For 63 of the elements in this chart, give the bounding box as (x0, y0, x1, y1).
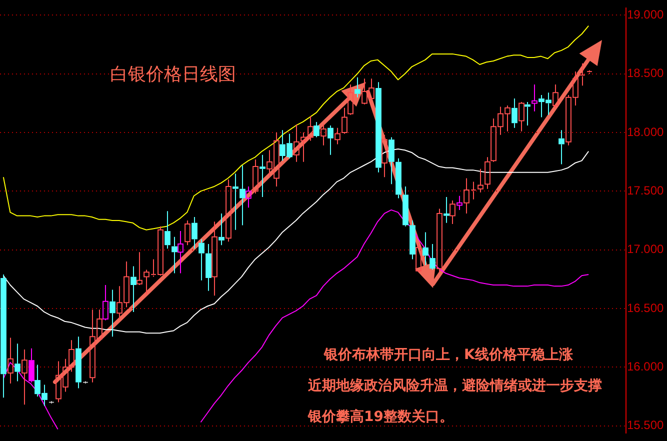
candlestick (172, 236, 178, 274)
annotation: 近期地缘政治风险升温，避险情绪或进一步支撑 (308, 377, 602, 396)
candlestick (342, 107, 348, 134)
candlestick (478, 168, 484, 193)
candlestick (294, 124, 300, 162)
y-tick-label: 17.000 (627, 242, 664, 256)
candlestick (28, 348, 34, 383)
candlestick (450, 200, 456, 225)
candlestick (558, 130, 564, 165)
candlestick (252, 159, 258, 194)
candlestick (212, 221, 218, 296)
candlestick (580, 62, 586, 86)
y-tick-label: 15.500 (627, 418, 664, 432)
candlestick (0, 274, 6, 398)
y-tick-label: 19.000 (627, 8, 664, 22)
candlestick (240, 164, 246, 226)
candlestick (484, 156, 490, 190)
candlestick (314, 121, 320, 138)
annotation: 银价攀高19整数关口。 (308, 408, 454, 427)
candlestick (532, 84, 538, 112)
candlestick (178, 230, 184, 274)
candlestick (512, 98, 518, 128)
candlestick (382, 134, 388, 178)
candlestick (328, 124, 334, 156)
candlestick (410, 220, 416, 260)
candlestick (402, 186, 408, 227)
candlestick (226, 178, 232, 242)
candlestick (206, 243, 212, 292)
y-tick-label: 16.000 (627, 359, 664, 374)
y-tick-label: 16.500 (627, 300, 664, 315)
candlestick (518, 102, 524, 132)
candlestick (246, 186, 252, 208)
candlestick (192, 216, 198, 250)
candlestick (8, 337, 14, 384)
candlestick (14, 343, 20, 382)
candlestick (130, 266, 136, 312)
candlestick (164, 210, 170, 250)
candlestick (388, 136, 394, 185)
y-tick-label: 17.500 (627, 183, 664, 198)
candlestick (198, 238, 204, 281)
candlestick (22, 349, 28, 406)
candlestick (376, 82, 382, 173)
candlestick (232, 173, 238, 230)
candlestick (110, 289, 116, 338)
candlestick (260, 154, 266, 198)
candlestick (456, 195, 462, 210)
candlestick (218, 212, 224, 246)
candlestick (76, 336, 82, 389)
candlestick (430, 243, 436, 270)
candlestick (348, 84, 354, 116)
candlestick (102, 284, 108, 321)
candlestick (320, 124, 326, 146)
candlestick (136, 252, 142, 286)
candlestick (422, 232, 428, 266)
candlestick (354, 76, 360, 98)
annotation: 银价布林带开口向上，K线价格平稳上涨 (324, 346, 574, 365)
y-tick-label: 18.000 (627, 124, 664, 139)
candlestick (552, 84, 558, 108)
y-tick-label: 18.500 (627, 66, 664, 80)
candlestick (444, 196, 450, 224)
candlestick (334, 127, 340, 145)
text: 白银价格日线图 (110, 63, 236, 86)
candlestick (396, 158, 402, 199)
